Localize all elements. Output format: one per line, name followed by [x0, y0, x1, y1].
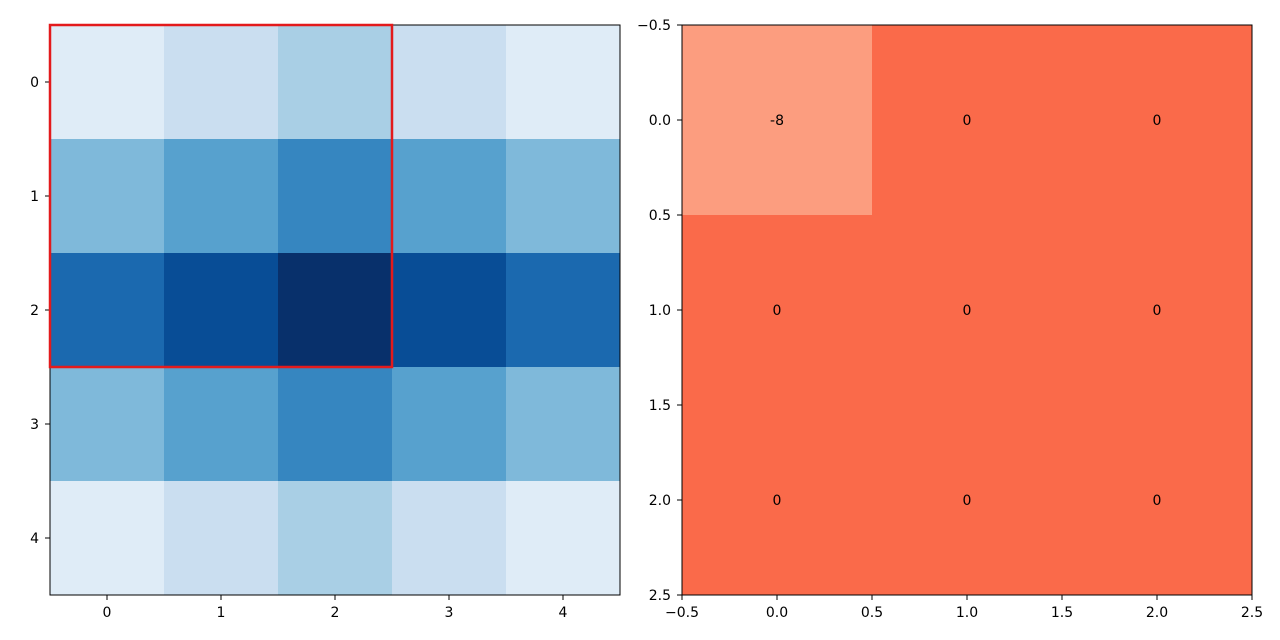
- heatmap-left: 0 1 2 3 4 0 1 2 3 4: [30, 23, 621, 621]
- y-tick-label: 1.5: [649, 398, 671, 414]
- heatmap-cell: [278, 139, 393, 254]
- heatmap-cell: [1062, 405, 1253, 596]
- heatmap-cell: [506, 253, 621, 368]
- heatmap-cell: [872, 25, 1063, 216]
- heatmap-cell: [392, 253, 507, 368]
- y-tick-label: 4: [30, 531, 39, 547]
- y-tick-label: 0.5: [649, 208, 671, 224]
- heatmap-cell: [682, 215, 873, 406]
- highlight-box: [48, 23, 394, 369]
- heatmap-cell: [506, 25, 621, 140]
- heatmap-cell: [392, 481, 507, 596]
- heatmap-cell: [506, 367, 621, 482]
- y-tick-label: 2: [30, 303, 39, 319]
- heatmap-cell: [1062, 25, 1253, 216]
- x-tick-label: 4: [559, 605, 568, 621]
- heatmap-cell: [278, 25, 393, 140]
- heatmap-cell: [506, 139, 621, 254]
- heatmap-cell: [50, 367, 165, 482]
- y-tick-label: 2.5: [649, 588, 671, 604]
- cell-value-label: 0: [963, 113, 972, 129]
- cell-value-label: -8: [770, 113, 784, 129]
- heatmap-cell: [164, 139, 279, 254]
- y-tick-label: −0.5: [637, 18, 671, 34]
- heatmap-cell: [164, 25, 279, 140]
- cell-value-label: 0: [963, 493, 972, 509]
- heatmap-cell: [392, 25, 507, 140]
- cell-value-label: 0: [1153, 493, 1162, 509]
- heatmap-cell: [164, 367, 279, 482]
- heatmap-cell: [682, 25, 873, 216]
- heatmap-cell: [278, 253, 393, 368]
- x-tick-label: 2.0: [1146, 605, 1168, 621]
- x-tick-label: 1: [217, 605, 226, 621]
- heatmap-cell: [50, 481, 165, 596]
- heatmap-cell: [164, 253, 279, 368]
- cell-value-label: 0: [773, 303, 782, 319]
- heatmap-cell: [392, 367, 507, 482]
- x-tick-label: 2.5: [1241, 605, 1263, 621]
- heatmap-cell: [1062, 215, 1253, 406]
- heatmap-cell: [682, 405, 873, 596]
- y-tick-label: 3: [30, 417, 39, 433]
- x-tick-label: 1.5: [1051, 605, 1073, 621]
- x-tick-label: 2: [331, 605, 340, 621]
- heatmap-cell: [506, 481, 621, 596]
- x-tick-label: 0.0: [766, 605, 788, 621]
- x-tick-label: 3: [445, 605, 454, 621]
- y-tick-label: 0: [30, 75, 39, 91]
- heatmap-cell: [164, 481, 279, 596]
- cell-value-label: 0: [1153, 113, 1162, 129]
- heatmap-cell: [872, 215, 1063, 406]
- x-tick-label: 0: [103, 605, 112, 621]
- y-tick-label: 1.0: [649, 303, 671, 319]
- heatmap-cell: [50, 253, 165, 368]
- x-tick-label: 0.5: [861, 605, 883, 621]
- heatmap-right: -8 0 00 0 00 0 0−0.5 0.0 0.5 1.0 1.5 2.0 2.5−0.50.00…: [637, 18, 1263, 621]
- cell-value-label: 0: [963, 303, 972, 319]
- heatmap-cell: [392, 139, 507, 254]
- heatmap-cell: [278, 367, 393, 482]
- y-tick-label: 2.0: [649, 493, 671, 509]
- heatmap-cell: [50, 139, 165, 254]
- x-tick-label: 1.0: [956, 605, 978, 621]
- y-tick-label: 1: [30, 189, 39, 205]
- cell-value-label: 0: [1153, 303, 1162, 319]
- heatmap-cell: [278, 481, 393, 596]
- y-tick-label: 0.0: [649, 113, 671, 129]
- x-tick-label: −0.5: [665, 605, 699, 621]
- cell-value-label: 0: [773, 493, 782, 509]
- heatmap-cell: [50, 25, 165, 140]
- heatmap-cell: [872, 405, 1063, 596]
